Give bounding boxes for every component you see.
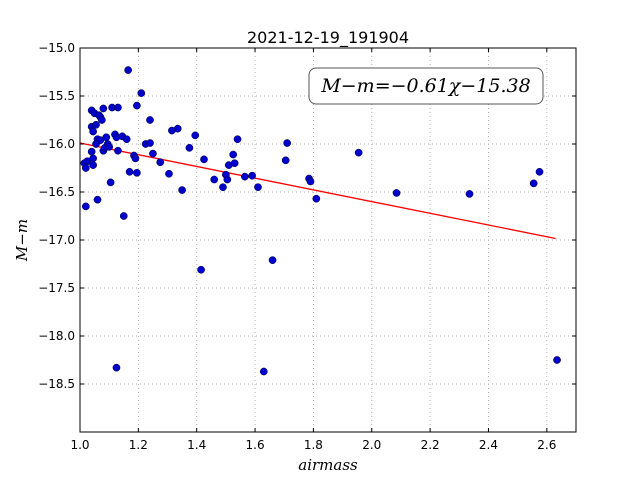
data-point [114, 103, 122, 112]
data-point [137, 89, 146, 97]
data-point [81, 202, 90, 211]
data-point [178, 186, 186, 194]
x-axis-label: airmass [298, 456, 358, 474]
data-point [219, 183, 227, 192]
y-tick-label: −16.0 [38, 137, 75, 151]
data-point [119, 212, 128, 220]
data-point [124, 66, 132, 74]
y-tick-label: −15.0 [38, 41, 75, 55]
data-point [112, 363, 121, 372]
data-point [102, 133, 111, 142]
y-tick-label: −18.0 [38, 329, 75, 343]
data-point [233, 135, 242, 144]
data-point [156, 158, 165, 167]
data-point [254, 183, 262, 192]
data-point [173, 124, 182, 133]
annotation-text: M−m=−0.61χ−15.38 [320, 75, 530, 97]
data-point [197, 265, 205, 274]
data-point [89, 127, 97, 136]
data-point [105, 143, 114, 151]
annotation-box [308, 67, 544, 105]
x-tick-label: 2.0 [362, 438, 381, 452]
data-point [165, 169, 173, 178]
data-point [122, 135, 131, 144]
data-point [210, 175, 219, 184]
data-point [191, 131, 200, 140]
data-point [312, 194, 321, 203]
data-point [92, 120, 100, 129]
data-point [248, 171, 256, 180]
data-point [223, 175, 232, 184]
fit-equation-annotation: M−m=−0.61χ−15.38 [308, 67, 544, 105]
data-point [553, 356, 561, 364]
data-point [133, 168, 141, 177]
data-point [146, 116, 154, 124]
data-point [131, 154, 140, 163]
y-tick-label: −16.5 [38, 185, 75, 199]
y-tick-label: −17.5 [38, 281, 75, 295]
data-point [99, 104, 108, 113]
axis-ticks: 1.0 1.2 1.4 1.6 1.8 2.0 2.2 2.4 2.6 −15.0 −15.5 −16… [38, 41, 576, 452]
data-point [306, 177, 315, 186]
x-tick-label: 2.6 [537, 438, 556, 452]
y-axis-label: M−m [13, 219, 31, 262]
data-point [281, 156, 290, 165]
chart-title: 2021-12-19_191904 [247, 28, 409, 48]
y-tick-label: −18.5 [38, 377, 75, 391]
x-tick-label: 1.8 [304, 438, 323, 452]
data-point [98, 116, 106, 124]
data-point [259, 367, 268, 376]
x-tick-label: 2.2 [421, 438, 440, 452]
data-point [535, 167, 544, 176]
x-tick-label: 1.2 [129, 438, 148, 452]
data-point [87, 147, 96, 156]
data-point [81, 164, 90, 172]
x-tick-label: 1.0 [70, 438, 89, 452]
data-point [93, 195, 102, 204]
x-tick-label: 1.4 [187, 438, 206, 452]
x-tick-label: 1.6 [246, 438, 265, 452]
data-point [529, 179, 538, 188]
data-point [283, 139, 292, 147]
data-point [146, 139, 154, 147]
data-points [80, 66, 561, 376]
data-point [149, 149, 157, 158]
data-point [229, 150, 238, 159]
data-point [114, 146, 122, 155]
data-point [354, 148, 363, 157]
data-point [185, 143, 194, 152]
data-point [133, 101, 141, 110]
data-point [392, 189, 401, 197]
data-point [106, 178, 115, 187]
data-point [240, 172, 249, 181]
data-point [230, 159, 239, 168]
data-point [89, 154, 97, 163]
x-tick-label: 2.4 [479, 438, 498, 452]
data-point [200, 155, 208, 164]
data-point [125, 167, 134, 176]
y-tick-label: −17.0 [38, 233, 75, 247]
y-tick-label: −15.5 [38, 89, 75, 103]
data-point [89, 161, 97, 169]
data-point [268, 256, 277, 265]
data-point [465, 190, 474, 198]
